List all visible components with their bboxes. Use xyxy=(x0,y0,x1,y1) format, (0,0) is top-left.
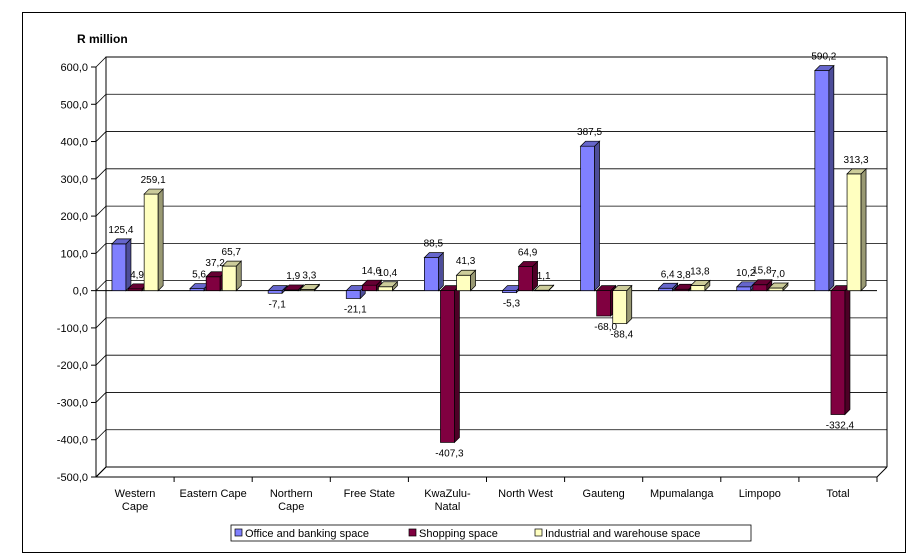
data-label: 259,1 xyxy=(141,175,166,186)
bar xyxy=(533,284,555,292)
y-tick-label: 200,0 xyxy=(60,211,88,223)
legend-box xyxy=(230,524,752,542)
legend-swatch xyxy=(234,528,243,537)
bar xyxy=(768,282,789,292)
data-label: 125,4 xyxy=(108,225,133,236)
legend-entry: Shopping space xyxy=(419,528,498,540)
bars xyxy=(111,64,867,444)
data-label: -68,0 xyxy=(594,322,617,333)
category-label: Gauteng xyxy=(583,488,625,500)
bar xyxy=(111,238,132,292)
bar xyxy=(830,284,851,416)
category-label: North West xyxy=(498,488,553,500)
data-label: -407,3 xyxy=(435,448,464,459)
data-label: 3,8 xyxy=(677,270,691,281)
category-label: Eastern Cape xyxy=(180,488,247,500)
legend-swatch xyxy=(534,528,543,537)
bar xyxy=(377,280,399,292)
data-label: 10,2 xyxy=(736,268,756,279)
data-labels: 125,4 5,6 -7,1 -21,1 88,5 -5,3 387,5 6,4 10,2 590… xyxy=(108,52,869,460)
legend: Office and banking space Shopping space In… xyxy=(230,524,752,542)
data-label: -5,3 xyxy=(503,299,521,310)
axes: 600,0 500,0 400,0 300,0 200,0 100,0 0,0 -100,0 -… xyxy=(57,56,888,513)
grid-line xyxy=(95,429,887,441)
y-tick-label: -300,0 xyxy=(57,397,88,409)
data-label: 1,1 xyxy=(537,271,551,282)
data-label: 7,0 xyxy=(771,269,785,280)
y-tick-label: 0,0 xyxy=(73,286,88,298)
y-tick-label: -100,0 xyxy=(57,323,88,335)
bar xyxy=(143,188,164,292)
bar-chart: R million 600,0 500,0 400,0 300,0 200,0 100,0… xyxy=(57,32,888,542)
bar xyxy=(345,284,367,300)
category-label: Total xyxy=(826,488,849,500)
data-label: -7,1 xyxy=(269,299,287,310)
category-label: KwaZulu-Natal xyxy=(424,488,471,513)
data-label: 64,9 xyxy=(518,247,538,258)
y-tick-label: 100,0 xyxy=(60,248,88,260)
category-label: Northern Cape xyxy=(270,488,313,513)
category-label: Mpumalanga xyxy=(650,488,714,500)
grid-line xyxy=(95,205,887,217)
bar xyxy=(455,269,477,292)
legend-entry: Industrial and warehouse space xyxy=(545,528,700,540)
category-label: Western Cape xyxy=(115,488,156,513)
data-label: 15,8 xyxy=(752,266,772,277)
data-label: 6,4 xyxy=(661,269,675,280)
data-label: 1,9 xyxy=(286,271,300,282)
data-label: 13,8 xyxy=(690,266,710,277)
grid-line xyxy=(95,131,887,142)
data-label: 387,5 xyxy=(577,127,602,138)
y-axis-title: R million xyxy=(77,32,128,46)
bar xyxy=(846,168,867,292)
category-label: Limpopo xyxy=(739,488,781,500)
grid-line xyxy=(95,354,887,366)
bar xyxy=(361,279,383,292)
bar xyxy=(611,284,633,325)
y-tick-label: 300,0 xyxy=(60,174,88,186)
y-tick-label: 500,0 xyxy=(60,99,88,111)
legend-entry: Office and banking space xyxy=(245,528,369,540)
grid-line xyxy=(95,56,887,68)
bar xyxy=(283,284,305,292)
data-label: 14,6 xyxy=(362,266,382,277)
data-label: -332,4 xyxy=(826,421,855,432)
bar xyxy=(690,279,711,292)
bar xyxy=(657,282,679,292)
y-tick-label: -200,0 xyxy=(57,360,88,372)
bar xyxy=(439,284,461,444)
data-label: 88,5 xyxy=(424,239,444,250)
data-label: 65,7 xyxy=(222,247,242,258)
grid-line xyxy=(95,466,887,478)
bar xyxy=(299,283,321,292)
data-label: 313,3 xyxy=(844,155,869,166)
grid-line xyxy=(95,317,887,329)
y-tick-label: -400,0 xyxy=(57,435,88,447)
data-label: -88,4 xyxy=(610,330,633,341)
data-label: 4,9 xyxy=(130,270,144,281)
bar xyxy=(221,260,243,292)
y-tick-label: -500,0 xyxy=(57,472,88,484)
legend-swatch xyxy=(408,528,417,537)
category-label: Free State xyxy=(344,488,395,500)
data-label: 10,4 xyxy=(378,268,398,279)
bar xyxy=(579,140,601,292)
bar xyxy=(814,64,835,292)
data-label: 5,6 xyxy=(192,270,206,281)
data-label: 41,3 xyxy=(456,256,476,267)
grid-line xyxy=(95,168,887,180)
data-label: 3,3 xyxy=(302,270,316,281)
y-tick-label: 600,0 xyxy=(60,62,88,74)
bar xyxy=(517,260,539,292)
data-label: -21,1 xyxy=(344,305,367,316)
grid-line xyxy=(95,93,887,105)
chart-frame: R million 600,0 500,0 400,0 300,0 200,0 100,0… xyxy=(22,12,906,553)
bar xyxy=(423,251,445,292)
grid-line xyxy=(95,392,887,403)
y-tick-label: 400,0 xyxy=(60,137,88,149)
data-label: 37,2 xyxy=(205,258,225,269)
grid-line xyxy=(95,242,887,254)
data-label: 590,2 xyxy=(811,52,836,63)
